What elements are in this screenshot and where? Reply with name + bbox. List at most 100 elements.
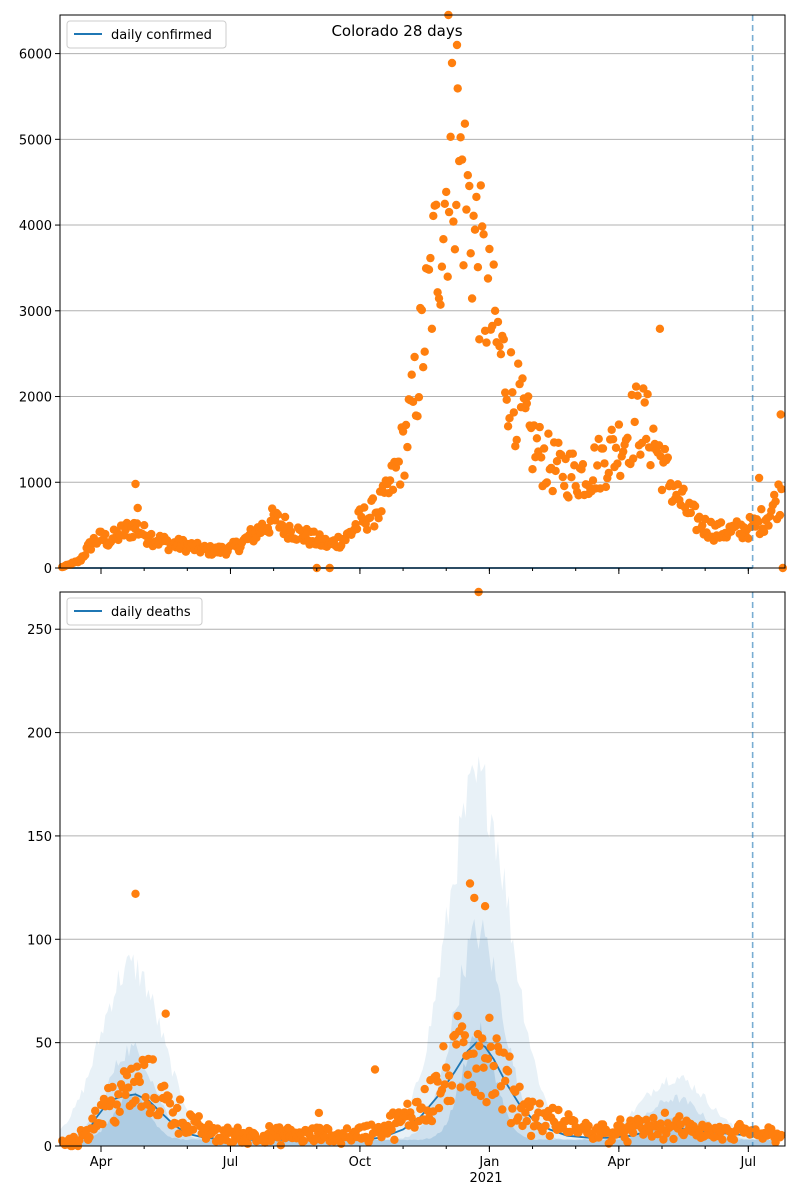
observed-point xyxy=(489,1061,498,1071)
observed-point xyxy=(518,374,527,383)
observed-point xyxy=(506,348,516,357)
observed-point xyxy=(447,1081,457,1090)
observed-point xyxy=(669,1134,678,1144)
observed-outlier-point xyxy=(776,410,785,419)
observed-point xyxy=(437,262,447,271)
observed-point xyxy=(453,1011,462,1021)
observed-point xyxy=(475,335,484,344)
observed-point xyxy=(503,1067,513,1076)
observed-point xyxy=(614,420,624,429)
observed-point xyxy=(499,335,508,344)
observed-point xyxy=(551,466,560,476)
observed-point xyxy=(446,132,455,141)
observed-point xyxy=(542,478,552,487)
observed-point xyxy=(473,263,483,272)
observed-point xyxy=(757,505,766,514)
deaths-legend: daily deaths xyxy=(66,597,203,626)
observed-point xyxy=(472,1064,481,1073)
observed-point xyxy=(509,408,518,417)
observed-outlier-point xyxy=(161,1009,170,1018)
observed-point xyxy=(608,435,618,444)
observed-point xyxy=(568,449,577,458)
observed-point xyxy=(716,518,726,527)
observed-point xyxy=(526,1131,536,1141)
observed-point xyxy=(476,181,485,190)
observed-point xyxy=(273,510,283,519)
observed-point xyxy=(482,1098,491,1107)
y-tick-label: 200 xyxy=(27,727,52,742)
y-tick-label: 4000 xyxy=(19,219,52,234)
observed-point xyxy=(456,133,465,142)
observed-point xyxy=(440,199,449,208)
observed-point xyxy=(607,1136,616,1145)
observed-point xyxy=(400,471,409,480)
observed-point xyxy=(483,274,493,283)
observed-point xyxy=(578,460,588,469)
observed-point xyxy=(514,359,523,368)
y-tick-label: 3000 xyxy=(19,305,52,320)
observed-outlier-point xyxy=(370,1065,380,1074)
observed-point xyxy=(81,551,90,560)
observed-point xyxy=(243,1139,252,1149)
observed-point xyxy=(469,211,478,220)
observed-point xyxy=(472,192,481,202)
y-tick-label: 50 xyxy=(35,1037,52,1052)
observed-point xyxy=(485,1013,494,1022)
observed-point xyxy=(777,1130,786,1140)
observed-point xyxy=(675,1112,684,1121)
observed-point xyxy=(490,1089,500,1098)
observed-point xyxy=(155,1107,165,1116)
observed-point xyxy=(374,514,383,523)
observed-point xyxy=(147,529,156,539)
observed-point xyxy=(131,1096,140,1105)
observed-point xyxy=(565,1127,575,1137)
observed-point xyxy=(429,211,438,221)
observed-point xyxy=(646,461,655,470)
confirmed-marks xyxy=(58,10,787,573)
observed-point xyxy=(567,473,576,482)
observed-point xyxy=(537,453,546,462)
observed-point xyxy=(522,399,531,408)
observed-point xyxy=(173,1103,182,1113)
observed-point xyxy=(135,1077,144,1087)
observed-point xyxy=(368,494,378,503)
deaths-legend-label: daily deaths xyxy=(111,605,191,620)
observed-point xyxy=(528,1097,537,1107)
observed-point xyxy=(140,521,149,530)
observed-point xyxy=(508,1104,517,1113)
observed-point xyxy=(604,468,613,478)
observed-outlier-point xyxy=(452,40,462,50)
observed-point xyxy=(552,457,562,466)
deaths-plot-area xyxy=(60,592,785,1146)
observed-point xyxy=(496,350,506,359)
observed-point xyxy=(342,1124,352,1133)
observed-point xyxy=(365,513,375,522)
observed-point xyxy=(505,1052,514,1061)
observed-point xyxy=(396,480,405,489)
observed-point xyxy=(140,1060,149,1070)
observed-point xyxy=(452,1040,461,1049)
observed-point xyxy=(426,253,435,263)
y-tick-label: 6000 xyxy=(19,48,52,63)
observed-point xyxy=(629,1128,638,1138)
observed-point xyxy=(642,434,651,444)
observed-point xyxy=(432,200,441,209)
observed-point xyxy=(419,363,428,372)
observed-point xyxy=(121,1090,130,1100)
confirmed-legend-label: daily confirmed xyxy=(111,28,212,43)
observed-point xyxy=(489,260,498,269)
observed-point xyxy=(514,1113,523,1122)
deaths-y-ticks: 0 50 100 150 200 250 xyxy=(27,623,60,1155)
observed-point xyxy=(114,1090,123,1099)
y-tick-label: 2000 xyxy=(19,391,52,406)
observed-point xyxy=(469,1049,478,1058)
observed-point xyxy=(476,1091,485,1101)
observed-point xyxy=(495,342,504,351)
observed-point xyxy=(673,480,682,489)
observed-point xyxy=(498,1105,507,1114)
deaths-marks xyxy=(58,587,786,1151)
observed-point xyxy=(111,1118,120,1127)
confirmed-x-ticks xyxy=(100,568,749,574)
observed-point xyxy=(420,347,429,356)
